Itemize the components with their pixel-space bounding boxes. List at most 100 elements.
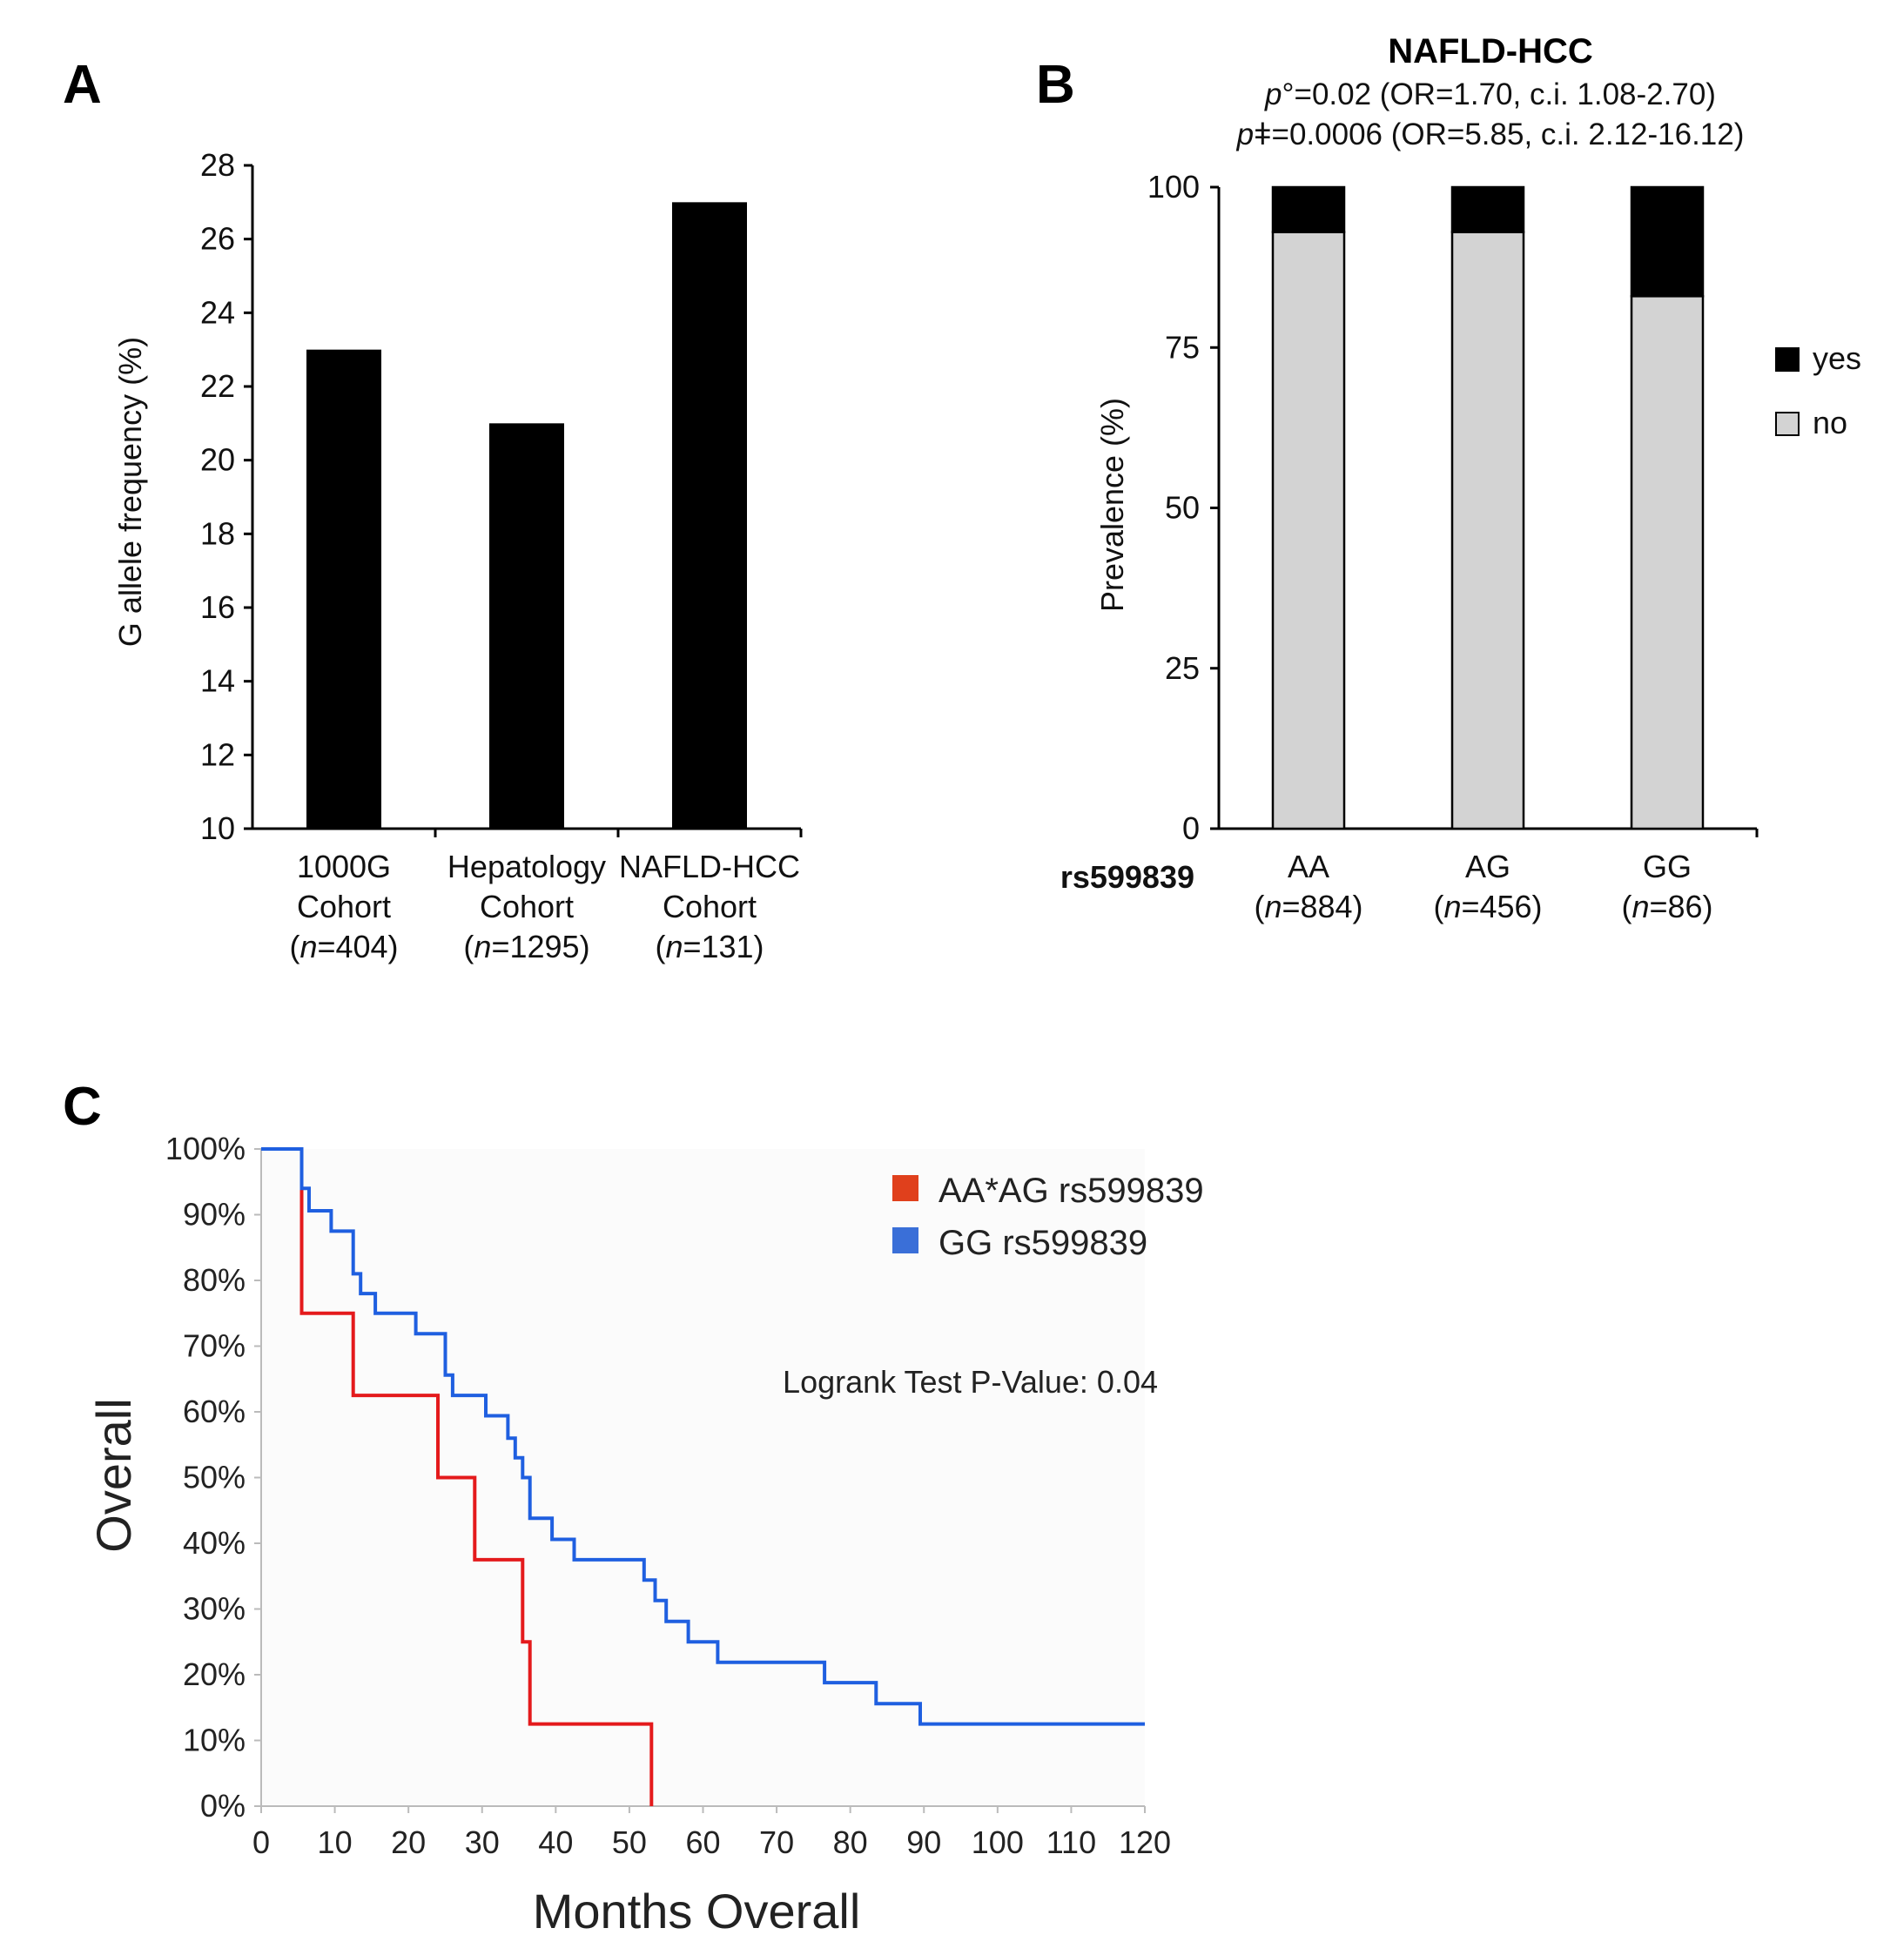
panel-c-curve-aa-ag xyxy=(261,1147,654,1806)
panel-b-y-tick-label: 0 xyxy=(1182,810,1200,846)
panel-a-y-tick-label: 28 xyxy=(200,147,235,183)
legend-label-gg: GG rs599839 xyxy=(939,1224,1147,1262)
panel-a-category-sub: Cohort xyxy=(480,889,574,924)
panel-a-y-tick-label: 22 xyxy=(200,368,235,404)
panel-a-bars xyxy=(306,202,747,830)
panel-c-y-tick-label: 30% xyxy=(183,1591,246,1627)
panel-c-x-tick-label: 20 xyxy=(391,1824,426,1860)
p-text-1: =0.02 (OR=1.70, c.i. 1.08-2.70) xyxy=(1295,77,1716,111)
panel-b-categories: AA (n=884) AG (n=456) GG (n=86) xyxy=(1254,849,1712,924)
panel-c-curve-gg xyxy=(261,1147,1145,1726)
panel-a-category-n: (n=131) xyxy=(655,929,764,964)
panel-a-bar-chart: 10 12 14 16 18 20 22 24 26 28 1000G Cohort (n=404) H… xyxy=(112,147,803,964)
panel-a-y-tick-label: 18 xyxy=(200,515,235,551)
panel-b-bar-segment-no xyxy=(1450,231,1525,830)
panel-b-bar-segment-yes xyxy=(1271,185,1346,233)
panel-b-y-tick-label: 50 xyxy=(1165,490,1200,526)
panel-c-x-tick-label: 100 xyxy=(972,1824,1024,1860)
panel-a-category-name: Hepatology xyxy=(447,849,606,884)
panel-c-x-tick-label: 90 xyxy=(906,1824,941,1860)
panel-c-y-tick-label: 40% xyxy=(183,1525,246,1561)
panel-c-logrank-annotation: Logrank Test P-Value: 0.04 xyxy=(783,1364,1158,1400)
panel-c-y-ticks: 0% 10% 20% 30% 40% 50% 60% 70% 80% 90% 100% xyxy=(165,1131,261,1824)
panel-b-bar-segment-yes xyxy=(1630,185,1705,298)
panel-a-category-sub: Cohort xyxy=(663,889,757,924)
legend-swatch-aa-ag xyxy=(892,1175,918,1201)
panel-b-bar-segment-no xyxy=(1630,295,1705,830)
panel-b-y-tick-label: 25 xyxy=(1165,650,1200,686)
panel-c-y-tick-label: 90% xyxy=(183,1197,246,1233)
panel-a-y-tick-label: 16 xyxy=(200,589,235,625)
panel-a-category-name: NAFLD-HCC xyxy=(619,849,800,884)
panel-b-bars xyxy=(1271,185,1705,830)
panel-c-x-tick-label: 70 xyxy=(759,1824,794,1860)
panel-a-y-tick-label: 14 xyxy=(200,663,235,699)
panel-c-legend: AA*AG rs599839 GG rs599839 xyxy=(892,1172,1204,1262)
panel-a-category-n: (n=404) xyxy=(289,929,398,964)
panel-c-x-ticks: 0 10 20 30 40 50 60 70 80 90 100 110 120 xyxy=(252,1806,1171,1860)
panel-a-bar xyxy=(306,349,381,830)
panel-a-bar xyxy=(489,423,564,829)
panel-c-y-tick-label: 50% xyxy=(183,1460,246,1495)
panel-a-categories: 1000G Cohort (n=404) Hepatology Cohort (n=129… xyxy=(289,849,800,964)
panel-c-x-tick-label: 80 xyxy=(833,1824,868,1860)
legend-label-yes: yes xyxy=(1813,340,1861,376)
p-mark-2: ǂ xyxy=(1254,118,1271,151)
panel-c-y-tick-label: 60% xyxy=(183,1394,246,1429)
panel-a-y-axis-title: G allele frequency (%) xyxy=(112,337,148,647)
panel-letter-a: A xyxy=(63,55,102,115)
panel-c-x-tick-label: 120 xyxy=(1119,1824,1171,1860)
panel-a-bar xyxy=(672,202,747,830)
panel-a-category-sub: Cohort xyxy=(297,889,391,924)
panel-b-y-tick-label: 75 xyxy=(1165,329,1200,365)
panel-b-stat-line-2: pǂ=0.0006 (OR=5.85, c.i. 2.12-16.12) xyxy=(1236,118,1745,151)
panel-a-category-n: (n=1295) xyxy=(463,929,589,964)
panel-b-category-name: AA xyxy=(1288,849,1329,884)
panel-letter-b: B xyxy=(1036,55,1075,115)
panel-b-legend: yes no xyxy=(1775,340,1861,440)
panel-c-plot-area xyxy=(261,1149,1145,1806)
p-mark-1: ° xyxy=(1282,77,1295,111)
panel-c-x-tick-label: 40 xyxy=(538,1824,573,1860)
legend-swatch-gg xyxy=(892,1227,918,1253)
panel-c-x-tick-label: 0 xyxy=(252,1824,270,1860)
panel-a-y-tick-label: 10 xyxy=(200,810,235,846)
panel-c-survival-chart: 0% 10% 20% 30% 40% 50% 60% 70% 80% 90% 100% 0 10 20 3… xyxy=(86,1131,1204,1938)
panel-b-stacked-bar-chart: NAFLD-HCC p°=0.02 (OR=1.70, c.i. 1.08-2.… xyxy=(1060,32,1861,924)
panel-b-category-n: (n=86) xyxy=(1621,889,1712,924)
panel-b-bar-segment-no xyxy=(1271,231,1346,830)
panel-c-x-tick-label: 50 xyxy=(612,1824,647,1860)
panel-a-category-name: 1000G xyxy=(297,849,391,884)
legend-swatch-no xyxy=(1775,412,1800,436)
panel-c-y-tick-label: 80% xyxy=(183,1262,246,1298)
panel-b-stat-line-1: p°=0.02 (OR=1.70, c.i. 1.08-2.70) xyxy=(1264,77,1716,111)
panel-c-y-tick-label: 70% xyxy=(183,1328,246,1364)
panel-c-y-tick-label: 0% xyxy=(200,1788,246,1824)
legend-label-aa-ag: AA*AG rs599839 xyxy=(939,1172,1204,1210)
panel-c-x-tick-label: 110 xyxy=(1046,1824,1096,1860)
panel-c-x-tick-label: 60 xyxy=(685,1824,720,1860)
panel-b-category-name: AG xyxy=(1465,849,1510,884)
p-text-2: =0.0006 (OR=5.85, c.i. 2.12-16.12) xyxy=(1272,118,1745,151)
panel-c-y-tick-label: 20% xyxy=(183,1656,246,1692)
legend-swatch-yes xyxy=(1775,347,1800,372)
panel-b-bar-segment-yes xyxy=(1450,185,1525,233)
panel-letter-c: C xyxy=(63,1077,102,1137)
p-symbol-1: p xyxy=(1264,77,1282,111)
panel-a-y-tick-label: 24 xyxy=(200,294,235,330)
panel-c-x-tick-label: 10 xyxy=(318,1824,353,1860)
panel-c-x-axis-title: Months Overall xyxy=(533,1884,861,1938)
panel-b-category-n: (n=884) xyxy=(1254,889,1362,924)
panel-a-y-tick-label: 26 xyxy=(200,221,235,257)
panel-c-curves xyxy=(261,1147,1145,1806)
panel-a-y-tick-label: 12 xyxy=(200,736,235,772)
panel-b-title: NAFLD-HCC xyxy=(1388,32,1593,71)
p-symbol-2: p xyxy=(1236,118,1254,151)
panel-b-group-label: rs599839 xyxy=(1060,859,1194,895)
panel-b-y-tick-label: 100 xyxy=(1147,169,1200,205)
panel-b-category-n: (n=456) xyxy=(1433,889,1542,924)
panel-b-y-ticks: 0 25 50 75 100 xyxy=(1147,169,1219,846)
panel-c-y-tick-label: 100% xyxy=(165,1131,246,1166)
